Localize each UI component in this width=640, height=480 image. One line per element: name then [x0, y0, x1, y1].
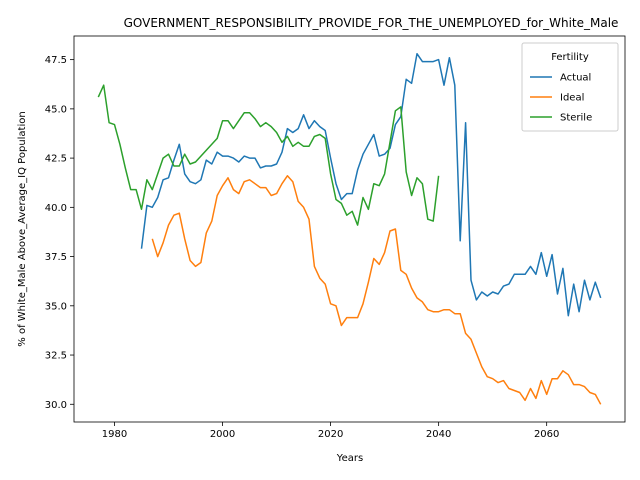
legend-entry-ideal: Ideal [560, 93, 584, 104]
y-tick-label: 35.0 [45, 301, 67, 312]
x-tick-label: 2000 [210, 429, 235, 440]
x-tick-label: 2060 [534, 429, 559, 440]
y-tick-label: 45.0 [45, 104, 67, 115]
legend-title: Fertility [551, 52, 589, 63]
y-tick-label: 47.5 [45, 55, 67, 66]
y-axis: 30.0 32.5 35.0 37.5 40.0 42.5 45.0 47.5 [45, 55, 74, 411]
x-tick-label: 2020 [318, 429, 343, 440]
x-tick-label: 1980 [102, 429, 127, 440]
legend-box [521, 42, 619, 132]
series-line-actual [140, 52, 602, 317]
x-axis: 1980 2000 2020 2040 2060 [102, 422, 559, 440]
axes-frame [73, 35, 626, 423]
y-axis-label: % of White_Male Above_Average_IQ Populat… [17, 111, 28, 346]
y-tick-label: 40.0 [45, 203, 67, 214]
series-line-sterile [97, 84, 440, 226]
series-line-ideal [151, 175, 602, 405]
plot-area [97, 52, 602, 405]
y-tick-label: 30.0 [45, 400, 67, 411]
y-tick-label: 42.5 [45, 154, 67, 165]
legend-entry-sterile: Sterile [560, 113, 592, 124]
x-tick-label: 2040 [426, 429, 451, 440]
chart-title: GOVERNMENT_RESPONSIBILITY_PROVIDE_FOR_TH… [124, 16, 619, 30]
x-axis-label: Years [336, 453, 363, 464]
legend-entry-actual: Actual [560, 73, 591, 84]
legend: Fertility Actual Ideal Sterile [521, 42, 619, 132]
y-tick-label: 32.5 [45, 351, 67, 362]
y-tick-label: 37.5 [45, 252, 67, 263]
